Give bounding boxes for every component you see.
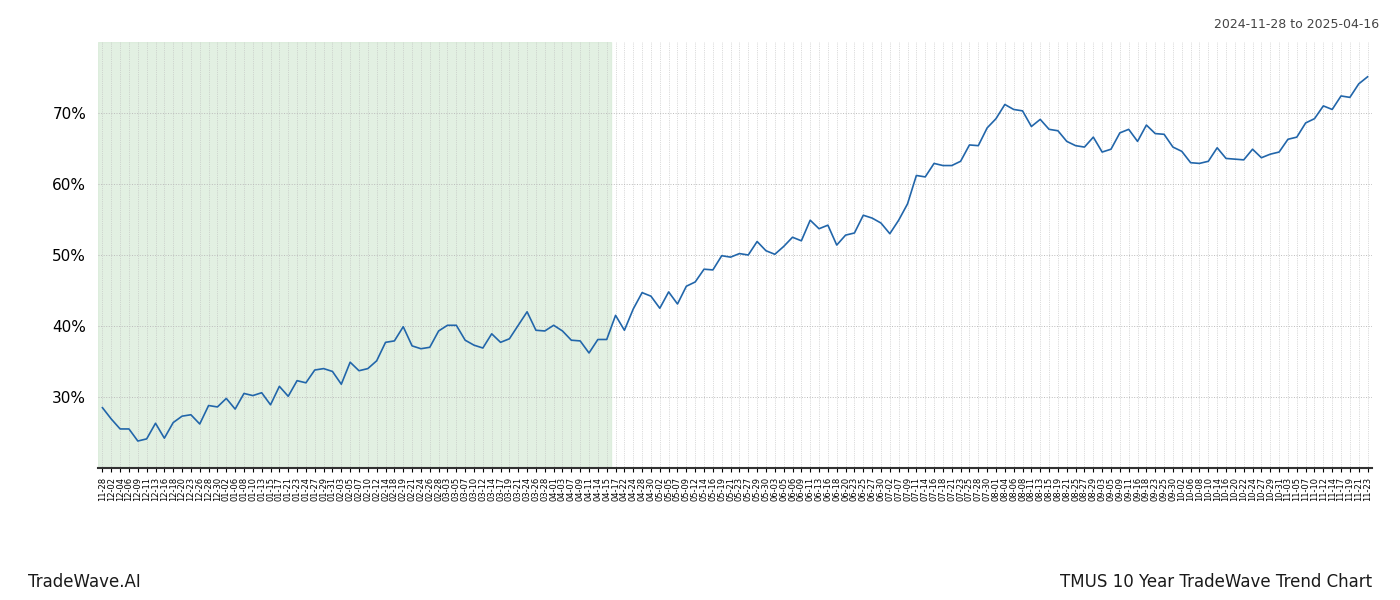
Text: TradeWave.AI: TradeWave.AI bbox=[28, 573, 141, 591]
Text: 2024-11-28 to 2025-04-16: 2024-11-28 to 2025-04-16 bbox=[1214, 18, 1379, 31]
Bar bbox=[98, 42, 612, 468]
Text: TMUS 10 Year TradeWave Trend Chart: TMUS 10 Year TradeWave Trend Chart bbox=[1060, 573, 1372, 591]
